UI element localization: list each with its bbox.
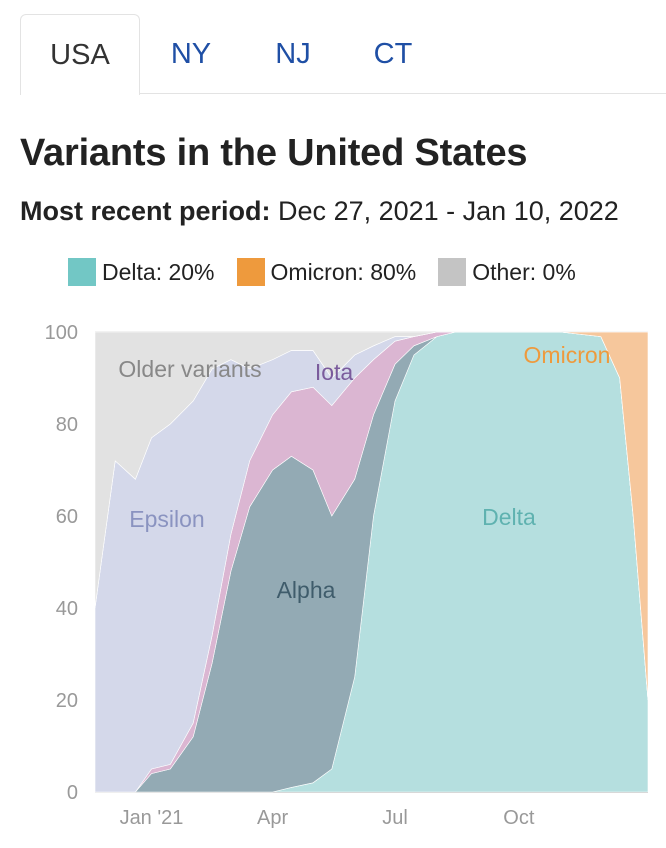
legend-item-delta: Delta: 20% bbox=[68, 258, 215, 286]
y-tick-label-40: 40 bbox=[56, 598, 78, 620]
y-tick-label-20: 20 bbox=[56, 690, 78, 712]
y-tick-label-80: 80 bbox=[56, 414, 78, 436]
series-label-iota: Iota bbox=[315, 359, 354, 385]
area-layers bbox=[94, 331, 649, 793]
tab-ny-label: NY bbox=[170, 37, 212, 70]
x-tick-label-3: Oct bbox=[503, 807, 535, 829]
series-label-alpha: Alpha bbox=[277, 577, 336, 603]
series-label-older-variants: Older variants bbox=[118, 356, 261, 382]
x-tick-label-0: Jan '21 bbox=[120, 807, 184, 829]
tab-ct[interactable]: CT bbox=[342, 14, 444, 94]
tab-divider bbox=[20, 93, 666, 94]
legend-label-other: Other: 0% bbox=[472, 258, 576, 285]
period-subtitle: Most recent period: Dec 27, 2021 - Jan 1… bbox=[20, 196, 619, 227]
tab-usa-label: USA bbox=[50, 38, 110, 71]
x-tick-label-1: Apr bbox=[257, 807, 288, 829]
tab-ct-label: CT bbox=[373, 37, 413, 70]
y-tick-label-100: 100 bbox=[45, 322, 78, 344]
chart-legend: Delta: 20% Omicron: 80% Other: 0% bbox=[68, 258, 598, 286]
legend-label-delta: Delta: 20% bbox=[102, 258, 215, 285]
series-label-omicron: Omicron bbox=[524, 342, 611, 368]
series-label-epsilon: Epsilon bbox=[129, 506, 204, 532]
legend-item-omicron: Omicron: 80% bbox=[236, 258, 417, 286]
series-label-delta: Delta bbox=[482, 504, 536, 530]
legend-swatch-other bbox=[438, 258, 467, 286]
period-value: Dec 27, 2021 - Jan 10, 2022 bbox=[278, 196, 619, 226]
legend-swatch-delta bbox=[68, 258, 96, 286]
tab-ny[interactable]: NY bbox=[140, 14, 242, 94]
region-tabs: USA NY NJ CT bbox=[0, 0, 666, 96]
x-tick-label-2: Jul bbox=[382, 807, 408, 829]
tab-nj-label: NJ bbox=[275, 37, 311, 70]
tab-nj[interactable]: NJ bbox=[242, 14, 344, 94]
page-title: Variants in the United States bbox=[20, 132, 528, 174]
y-tick-label-0: 0 bbox=[67, 782, 78, 804]
legend-label-omicron: Omicron: 80% bbox=[270, 258, 417, 285]
area-older-variants bbox=[94, 331, 648, 609]
legend-item-other: Other: 0% bbox=[438, 258, 576, 286]
period-label: Most recent period: bbox=[20, 196, 271, 226]
legend-swatch-omicron bbox=[236, 258, 265, 286]
tab-usa[interactable]: USA bbox=[20, 14, 140, 95]
y-tick-label-60: 60 bbox=[56, 506, 78, 528]
